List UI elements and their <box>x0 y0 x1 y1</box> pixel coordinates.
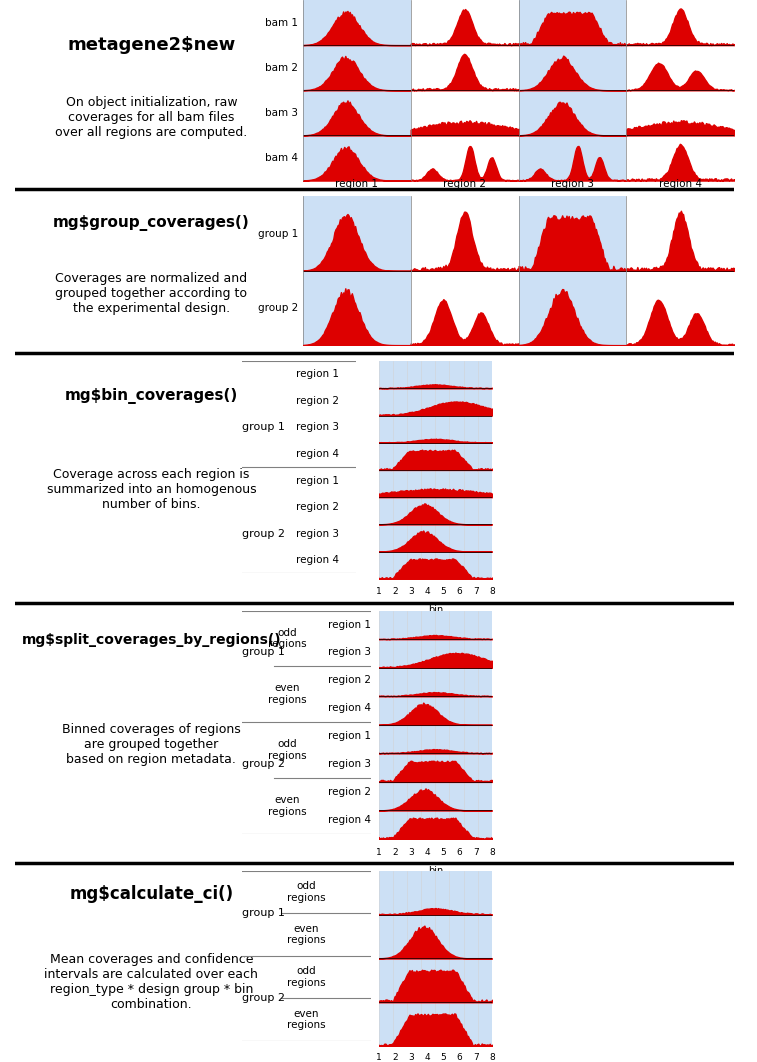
Text: group 2: group 2 <box>242 759 285 769</box>
Text: region 4: region 4 <box>659 179 702 189</box>
FancyBboxPatch shape <box>378 611 492 839</box>
Text: group 2: group 2 <box>242 993 285 1004</box>
Text: 7: 7 <box>473 1054 478 1062</box>
Text: region 2: region 2 <box>296 396 338 406</box>
Text: region 1: region 1 <box>328 619 371 630</box>
Text: 6: 6 <box>456 849 463 857</box>
FancyBboxPatch shape <box>378 0 492 143</box>
Text: group 1: group 1 <box>258 228 298 239</box>
Text: region 4: region 4 <box>296 555 338 565</box>
Text: region 3: region 3 <box>328 759 371 769</box>
Text: 4: 4 <box>425 1054 430 1062</box>
Text: mg$calculate_ci(): mg$calculate_ci() <box>70 885 233 903</box>
Text: region 3: region 3 <box>296 423 338 432</box>
Text: Coverages are normalized and
grouped together according to
the experimental desi: Coverages are normalized and grouped tog… <box>55 272 248 314</box>
FancyBboxPatch shape <box>519 0 627 45</box>
Text: 8: 8 <box>489 1054 495 1062</box>
Text: even
regions: even regions <box>268 684 307 705</box>
Text: odd
regions: odd regions <box>287 966 326 988</box>
Text: 7: 7 <box>473 849 478 857</box>
Text: 2: 2 <box>392 1054 397 1062</box>
Text: region 1: region 1 <box>335 179 378 189</box>
Text: 6: 6 <box>456 1054 463 1062</box>
Text: bin: bin <box>428 605 443 615</box>
Text: 5: 5 <box>441 849 447 857</box>
Text: bin: bin <box>428 867 443 876</box>
Text: bam 2: bam 2 <box>266 63 298 72</box>
Text: region 1: region 1 <box>296 370 338 379</box>
FancyBboxPatch shape <box>378 0 492 154</box>
Text: 4: 4 <box>425 587 430 597</box>
FancyBboxPatch shape <box>519 196 627 271</box>
FancyBboxPatch shape <box>378 871 492 1046</box>
Text: metagene2$new: metagene2$new <box>67 36 235 54</box>
Text: bam 3: bam 3 <box>266 108 298 118</box>
Text: region 2: region 2 <box>328 787 371 796</box>
FancyBboxPatch shape <box>303 0 410 45</box>
FancyBboxPatch shape <box>378 154 492 382</box>
Text: 5: 5 <box>441 1054 447 1062</box>
Text: region 2: region 2 <box>296 502 338 512</box>
FancyBboxPatch shape <box>378 143 492 361</box>
FancyBboxPatch shape <box>519 136 627 181</box>
Text: odd
regions: odd regions <box>268 628 307 649</box>
Text: region 2: region 2 <box>328 675 371 685</box>
Text: region 4: region 4 <box>328 703 371 714</box>
Text: region 1: region 1 <box>328 731 371 741</box>
Text: 8: 8 <box>489 587 495 597</box>
Text: mg$group_coverages(): mg$group_coverages() <box>53 216 250 232</box>
FancyBboxPatch shape <box>303 45 410 90</box>
Text: group 2: group 2 <box>242 529 285 538</box>
Text: 7: 7 <box>473 587 478 597</box>
Text: even
regions: even regions <box>287 924 326 945</box>
FancyBboxPatch shape <box>519 271 627 345</box>
FancyBboxPatch shape <box>378 520 492 696</box>
Text: On object initialization, raw
coverages for all bam files
over all regions are c: On object initialization, raw coverages … <box>55 96 248 139</box>
Text: 3: 3 <box>408 587 414 597</box>
Text: bam 4: bam 4 <box>266 153 298 162</box>
Text: region 1: region 1 <box>296 476 338 485</box>
FancyBboxPatch shape <box>303 196 410 271</box>
FancyBboxPatch shape <box>303 271 410 345</box>
Text: odd
regions: odd regions <box>287 881 326 903</box>
Text: region 2: region 2 <box>443 179 486 189</box>
FancyBboxPatch shape <box>378 361 492 579</box>
Text: mg$bin_coverages(): mg$bin_coverages() <box>65 388 238 405</box>
Text: Binned coverages of regions
are grouped together
based on region metadata.: Binned coverages of regions are grouped … <box>62 723 241 767</box>
Text: 1: 1 <box>375 849 382 857</box>
Text: group 1: group 1 <box>242 648 285 657</box>
FancyBboxPatch shape <box>303 90 410 136</box>
Text: 1: 1 <box>375 587 382 597</box>
Text: 2: 2 <box>392 587 397 597</box>
Text: 1: 1 <box>375 1054 382 1062</box>
Text: 2: 2 <box>392 849 397 857</box>
Text: mg$split_coverages_by_regions(): mg$split_coverages_by_regions() <box>22 633 281 647</box>
Text: odd
regions: odd regions <box>268 739 307 760</box>
Text: region 3: region 3 <box>328 648 371 657</box>
Text: bam 1: bam 1 <box>266 18 298 28</box>
Text: group 2: group 2 <box>258 303 298 313</box>
FancyBboxPatch shape <box>519 45 627 90</box>
Text: region 3: region 3 <box>296 529 338 538</box>
Text: 6: 6 <box>456 587 463 597</box>
Text: Mean coverages and confidence
intervals are calculated over each
region_type * d: Mean coverages and confidence intervals … <box>45 953 258 1011</box>
FancyBboxPatch shape <box>378 382 492 611</box>
FancyBboxPatch shape <box>378 696 492 871</box>
Text: even
regions: even regions <box>287 1009 326 1030</box>
Text: Coverage across each region is
summarized into an homogenous
number of bins.: Coverage across each region is summarize… <box>47 468 256 511</box>
FancyBboxPatch shape <box>378 345 492 520</box>
Text: region 4: region 4 <box>296 449 338 459</box>
Text: 8: 8 <box>489 849 495 857</box>
Text: even
regions: even regions <box>268 795 307 817</box>
Text: 4: 4 <box>425 849 430 857</box>
Text: 5: 5 <box>441 587 447 597</box>
Text: group 1: group 1 <box>242 908 285 919</box>
FancyBboxPatch shape <box>303 136 410 181</box>
Text: region 4: region 4 <box>328 815 371 825</box>
Text: 3: 3 <box>408 849 414 857</box>
Text: group 1: group 1 <box>242 423 285 432</box>
Text: region 3: region 3 <box>551 179 594 189</box>
Text: 3: 3 <box>408 1054 414 1062</box>
FancyBboxPatch shape <box>519 90 627 136</box>
